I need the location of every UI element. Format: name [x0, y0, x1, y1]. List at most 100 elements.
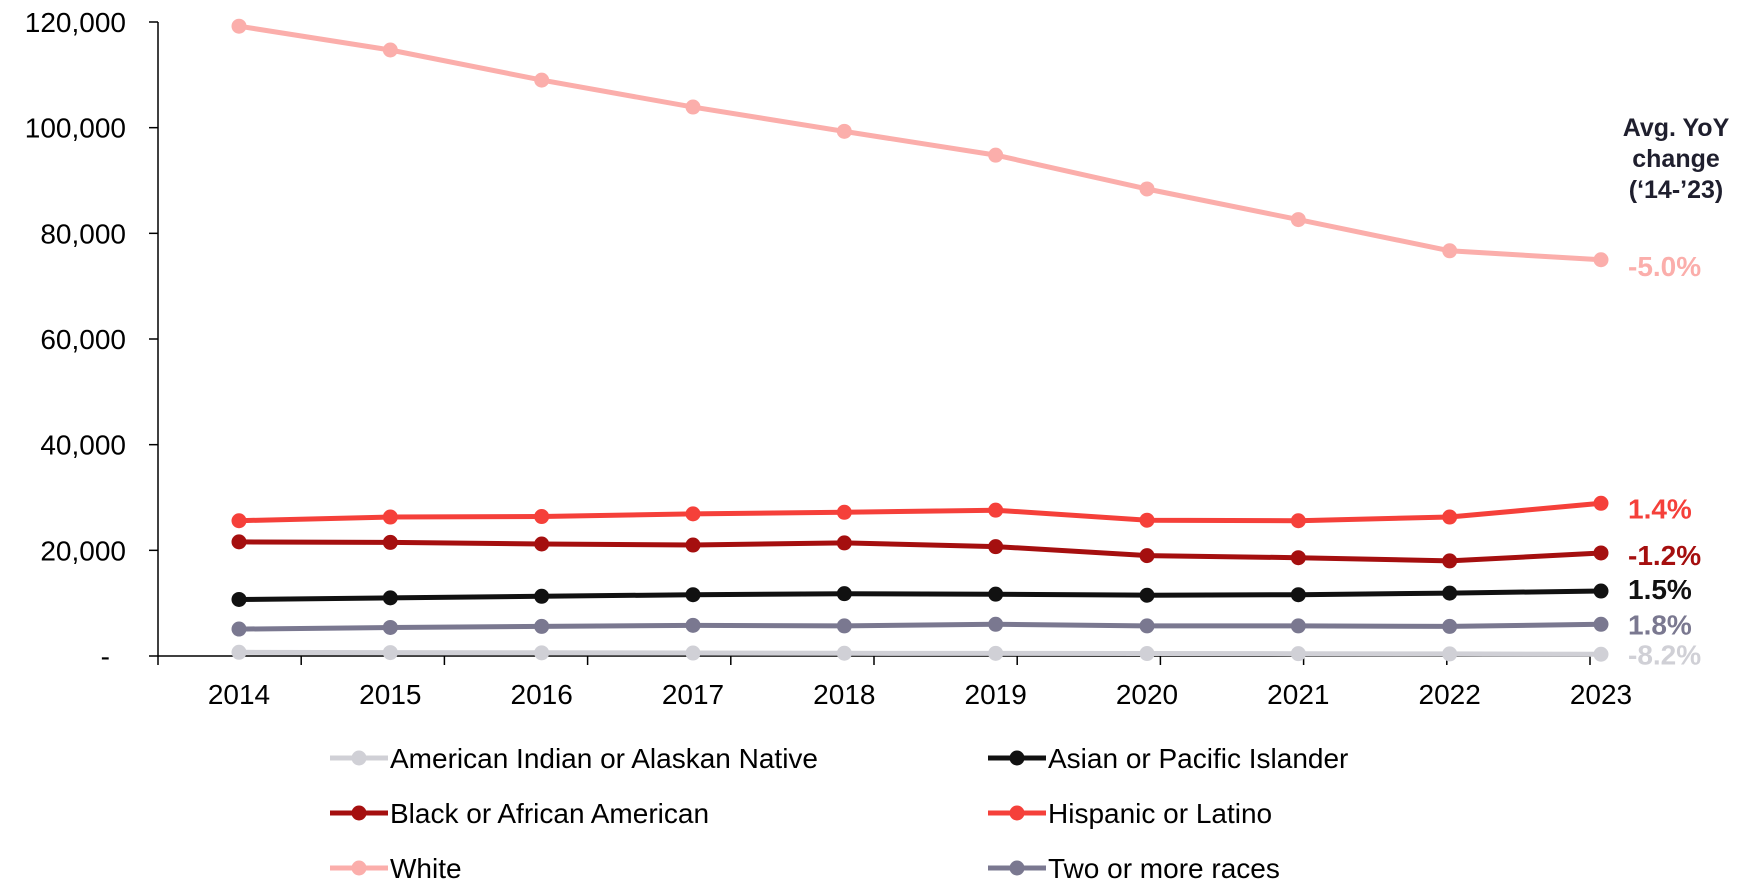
end-label: -5.0%: [1628, 251, 1701, 282]
data-point: [837, 124, 852, 139]
x-tick-label: 2018: [813, 679, 875, 710]
legend-swatch-marker: [1010, 751, 1025, 766]
data-point: [1140, 618, 1155, 633]
end-label: 1.4%: [1628, 493, 1692, 524]
legend-item: Two or more races: [988, 853, 1280, 880]
legend-item: White: [330, 853, 462, 880]
yoy-header-line: (‘14-’23): [1629, 176, 1723, 204]
legend-item: Asian or Pacific Islander: [988, 743, 1348, 774]
x-tick-label: 2020: [1116, 679, 1178, 710]
data-point: [1594, 545, 1609, 560]
data-point: [1291, 587, 1306, 602]
data-point: [383, 645, 398, 660]
end-label: 1.8%: [1628, 609, 1692, 640]
series-line: [239, 26, 1601, 260]
x-tick-label: 2023: [1570, 679, 1632, 710]
data-point: [383, 590, 398, 605]
data-point: [1291, 513, 1306, 528]
data-point: [1140, 513, 1155, 528]
x-tick-label: 2022: [1419, 679, 1481, 710]
y-tick-label: 120,000: [25, 7, 126, 38]
series-4: [232, 19, 1609, 268]
legend-label: Hispanic or Latino: [1048, 798, 1272, 829]
data-point: [686, 618, 701, 633]
data-point: [1594, 252, 1609, 267]
data-point: [1442, 510, 1457, 525]
series-0: [232, 645, 1609, 662]
data-point: [988, 503, 1003, 518]
data-point: [1140, 588, 1155, 603]
series-1: [232, 584, 1609, 607]
data-point: [1442, 646, 1457, 661]
data-point: [1140, 548, 1155, 563]
data-point: [1594, 584, 1609, 599]
data-point: [988, 646, 1003, 661]
data-point: [232, 534, 247, 549]
end-label: -1.2%: [1628, 540, 1701, 571]
data-point: [1594, 647, 1609, 662]
legend-label: Asian or Pacific Islander: [1048, 743, 1348, 774]
data-point: [232, 19, 247, 34]
data-point: [837, 505, 852, 520]
legend-swatch-marker: [352, 861, 367, 876]
data-point: [534, 645, 549, 660]
legend-swatch-marker: [352, 751, 367, 766]
x-tick-label: 2014: [208, 679, 270, 710]
data-point: [1291, 618, 1306, 633]
data-point: [837, 646, 852, 661]
data-point: [988, 617, 1003, 632]
legend-swatch-marker: [352, 806, 367, 821]
series-line: [239, 591, 1601, 600]
legend-item: American Indian or Alaskan Native: [330, 743, 818, 774]
series-lines: [232, 19, 1609, 662]
end-labels: -8.2% 1.5%-1.2% 1.4% -5.0% 1.8%: [1628, 251, 1701, 671]
data-point: [988, 587, 1003, 602]
series-5: [232, 617, 1609, 637]
legend-item: Black or African American: [330, 798, 709, 829]
x-tick-label: 2015: [359, 679, 421, 710]
series-2: [232, 534, 1609, 568]
x-tick-label: 2016: [511, 679, 573, 710]
yoy-header: Avg. YoY change (‘14-’23): [1623, 114, 1730, 204]
y-tick-label: 80,000: [40, 218, 126, 249]
y-tick-label: 20,000: [40, 535, 126, 566]
legend-swatch-marker: [1010, 806, 1025, 821]
data-point: [686, 538, 701, 553]
x-tick-label: 2019: [965, 679, 1027, 710]
data-point: [232, 645, 247, 660]
data-point: [1594, 496, 1609, 511]
data-point: [686, 100, 701, 115]
data-point: [534, 619, 549, 634]
data-point: [1291, 212, 1306, 227]
series-3: [232, 496, 1609, 528]
data-point: [534, 73, 549, 88]
data-point: [837, 618, 852, 633]
y-tick-label: 100,000: [25, 113, 126, 144]
yoy-header-line: Avg. YoY: [1623, 114, 1730, 142]
yoy-header-line: change: [1632, 145, 1720, 173]
x-tick-label: 2017: [662, 679, 724, 710]
data-point: [1594, 617, 1609, 632]
data-point: [1291, 646, 1306, 661]
data-point: [534, 589, 549, 604]
y-tick-label: 40,000: [40, 430, 126, 461]
legend-label: Two or more races: [1048, 853, 1280, 880]
data-point: [383, 620, 398, 635]
data-point: [1442, 586, 1457, 601]
series-line: [239, 624, 1601, 629]
series-line: [239, 542, 1601, 561]
data-point: [988, 148, 1003, 163]
y-tick-label: -: [101, 641, 110, 672]
x-tick-label: 2021: [1267, 679, 1329, 710]
end-label: -8.2%: [1628, 639, 1701, 670]
series-line: [239, 652, 1601, 654]
data-point: [1291, 550, 1306, 565]
legend-label: American Indian or Alaskan Native: [390, 743, 818, 774]
data-point: [232, 513, 247, 528]
data-point: [534, 509, 549, 524]
data-point: [1442, 553, 1457, 568]
end-label: 1.5%: [1628, 574, 1692, 605]
data-point: [686, 587, 701, 602]
